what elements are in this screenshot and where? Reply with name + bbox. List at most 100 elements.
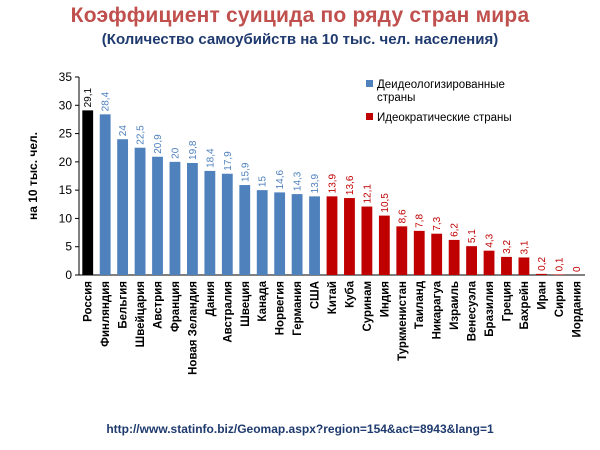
bar	[152, 156, 163, 275]
bar	[466, 246, 477, 275]
category-label: Суринам	[362, 281, 374, 332]
bar	[344, 198, 355, 275]
bar-value-label: 20	[170, 147, 181, 159]
category-label: Германия	[292, 281, 304, 336]
y-tick-label: 25	[59, 127, 73, 141]
bar-value-label: 29,1	[83, 87, 94, 107]
category-label: Россия	[83, 281, 95, 322]
bar	[117, 139, 129, 275]
category-label: Швейцария	[135, 281, 147, 347]
bar-value-label: 7,3	[432, 216, 443, 230]
category-label: Норвегия	[275, 281, 287, 335]
category-label: Китай	[327, 281, 339, 314]
bar	[378, 215, 390, 275]
bar	[396, 226, 408, 275]
category-label: США	[310, 281, 322, 309]
bar-value-label: 8,6	[397, 209, 408, 223]
chart-title: Коэффициент суицида по ряду стран мира	[70, 4, 530, 27]
category-label: Канада	[257, 280, 269, 321]
category-label: Таиланд	[414, 280, 426, 329]
bar-value-label: 4,3	[485, 233, 496, 247]
category-label: Никарагуа	[432, 280, 444, 339]
bar	[134, 147, 146, 275]
y-axis-label: на 10 тыс. чел.	[26, 132, 40, 220]
bar-value-label: 15,9	[240, 162, 251, 182]
bar-value-label: 24	[118, 125, 129, 137]
bar	[483, 250, 495, 275]
bar	[169, 161, 181, 275]
bar	[221, 173, 233, 275]
source-url[interactable]: http://www.statinfo.biz/Geomap.aspx?regi…	[106, 422, 494, 436]
category-label: Новая Зеландия	[187, 281, 199, 375]
bar	[204, 170, 216, 275]
bar-value-label: 6,2	[450, 223, 461, 237]
bar-value-label: 5,1	[467, 229, 478, 243]
category-label: Бахрейн	[519, 281, 531, 330]
category-label: Куба	[344, 280, 356, 308]
bar-value-label: 13,9	[328, 173, 339, 193]
legend-label: Деидеологизированные	[377, 79, 505, 91]
bar	[361, 206, 373, 275]
bar	[501, 256, 512, 275]
bar-value-label: 0,2	[537, 257, 548, 271]
bar	[82, 110, 94, 276]
bar	[239, 185, 251, 275]
bar-value-label: 0,1	[554, 257, 565, 271]
bar	[431, 233, 443, 275]
category-label: Финляндия	[100, 281, 112, 347]
category-label: Венесуэла	[467, 280, 479, 341]
y-tick-label: 15	[59, 183, 73, 197]
category-label: Швеция	[240, 281, 252, 327]
legend-swatch	[366, 80, 373, 87]
bar-value-label: 15	[258, 176, 269, 188]
bar-value-label: 13,9	[310, 173, 321, 193]
y-tick-label: 20	[59, 155, 73, 169]
y-tick-label: 10	[59, 211, 73, 225]
bar	[448, 239, 460, 275]
category-label: Дания	[205, 281, 217, 316]
bar-value-label: 3,1	[519, 240, 530, 254]
bar	[274, 192, 286, 275]
bar	[99, 114, 111, 275]
category-label: Греция	[501, 281, 513, 321]
bar	[518, 257, 530, 275]
category-label: Франция	[170, 281, 182, 332]
bar-value-label: 3,2	[502, 240, 513, 254]
bar-value-label: 0	[572, 266, 583, 272]
category-label: Сирия	[554, 281, 566, 317]
bar	[187, 162, 198, 275]
bar-value-label: 20,9	[153, 134, 164, 154]
bar	[553, 274, 565, 275]
bar-value-label: 12,1	[362, 184, 373, 204]
legend-label-line2: страны	[377, 92, 415, 104]
bar	[256, 190, 268, 275]
axes: 0 5 10 15 20 25 30 35 на 10 тыс. чел.	[26, 70, 585, 282]
legend-label: Идеократические страны	[377, 112, 512, 124]
bar-value-label: 17,9	[223, 151, 234, 171]
bars: 29,1 Россия 28,4 Финляндия 24 Бельгия 22,5 Швей…	[82, 87, 583, 375]
category-label: Туркменистан	[397, 281, 409, 361]
bar-value-label: 19,8	[188, 140, 199, 160]
bar	[326, 196, 338, 275]
y-tick-label: 0	[65, 268, 72, 282]
bar-value-label: 7,8	[415, 214, 426, 228]
category-label: Индия	[379, 281, 391, 317]
category-label: Австрия	[153, 281, 165, 329]
y-tick-label: 30	[59, 98, 73, 112]
bar-value-label: 10,5	[380, 193, 391, 213]
bar	[535, 273, 547, 275]
legend-swatch	[366, 113, 373, 120]
bar	[291, 194, 303, 275]
category-label: Иран	[536, 281, 548, 310]
bar-value-label: 14,6	[275, 170, 286, 190]
y-tick-label: 5	[65, 240, 72, 254]
bar	[413, 230, 425, 275]
category-label: Австралия	[222, 281, 234, 343]
bar-value-label: 28,4	[101, 91, 112, 111]
category-label: Бельгия	[118, 281, 130, 329]
category-label: Израиль	[449, 281, 461, 330]
category-label: Иордания	[571, 281, 583, 337]
bar-value-label: 22,5	[136, 125, 147, 145]
